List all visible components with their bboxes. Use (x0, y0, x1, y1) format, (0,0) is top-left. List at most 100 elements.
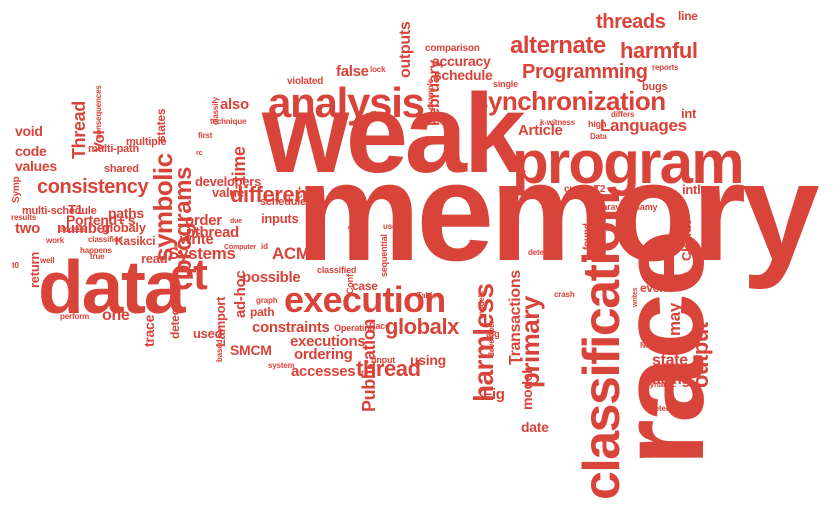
word-detection: detection (168, 287, 182, 339)
word-acm: ACM (272, 244, 310, 263)
word-number: number (57, 220, 111, 237)
word-synchronization: synchronization (474, 86, 666, 116)
word-values: values (15, 158, 57, 174)
word-languages: Languages (600, 116, 687, 135)
word-may: may (665, 302, 684, 336)
word-line: line (678, 9, 698, 23)
word-executions: executions (290, 333, 366, 350)
word-true: true (90, 252, 105, 261)
word-output: output (688, 322, 713, 388)
word-operating: Operating (334, 323, 375, 333)
word-threads: threads (596, 11, 666, 33)
word-weak: weak (262, 71, 526, 196)
word-t1: T1 (68, 202, 83, 217)
word-high: high (588, 119, 607, 129)
word-detector: detector (650, 404, 681, 413)
word-conf: Conf (345, 274, 355, 294)
word-example: example (426, 79, 435, 110)
word-found: found (582, 223, 593, 250)
word-globaly: globaly (102, 220, 146, 235)
word-system: system (268, 361, 295, 370)
word-results: results (11, 213, 37, 222)
word-different: different (230, 182, 315, 207)
word-trace: trace (141, 314, 157, 347)
word-differs: differs (611, 110, 635, 119)
word-cloud9: Cloud9 (679, 218, 694, 262)
word-reports: reports (652, 63, 679, 72)
word-consistency: consistency (37, 176, 149, 198)
word-k-witness: k-witness (540, 118, 576, 127)
word-t0: t0 (12, 261, 19, 270)
word-program: program (512, 129, 745, 196)
word-ordering: ordering (294, 346, 353, 363)
word-sequential: sequential (379, 234, 389, 277)
word-due: due (230, 218, 243, 225)
word-racing: racing (647, 371, 691, 388)
word-classifies: classifies (88, 235, 123, 244)
word-paths: paths (108, 205, 144, 221)
word-multi-path: multi-path (88, 143, 139, 155)
word-accesses: accesses (291, 363, 356, 380)
word-kasikci: Kasikci (115, 234, 156, 248)
word-based: based (215, 339, 224, 362)
word-read: read (141, 251, 168, 266)
word-comparison: comparison (425, 43, 480, 54)
word-false: false (336, 63, 369, 80)
word-one: one (102, 307, 130, 324)
word-classified: classified (317, 265, 357, 275)
word-portend-plus-s: Portend+'s (66, 212, 136, 228)
word-use: use (383, 222, 397, 231)
word-using: using (410, 352, 446, 368)
word-intl: intl (682, 182, 701, 197)
word-developers: developers (195, 174, 262, 189)
word-work: work (46, 236, 65, 245)
word-computer: Computer (224, 244, 256, 251)
word-multiple: multiple (126, 136, 167, 148)
word-data: Data (590, 132, 607, 141)
word-multi-schedule: multi-schedule (22, 205, 97, 217)
word-id: id (261, 242, 268, 251)
word-order: order (185, 212, 222, 229)
word-code: code (15, 143, 47, 159)
word-technique: technique (210, 117, 247, 126)
word-analysis: analysis (268, 79, 425, 126)
word-possible: possible (242, 269, 301, 286)
word-single: single (493, 79, 518, 89)
word-arg: arg (486, 329, 500, 339)
word-et: et (170, 250, 208, 299)
word-tool: tool (618, 188, 633, 197)
word-access: access (60, 225, 86, 234)
word-used: used (193, 326, 223, 341)
word-thread: thread (356, 356, 421, 381)
word-current: current (564, 184, 598, 195)
word-write: write (180, 231, 214, 248)
word-models: models (477, 290, 486, 318)
word-two: two (15, 220, 40, 237)
word-alternate: alternate (510, 32, 606, 59)
word-globalx: globalx (385, 314, 459, 339)
word-input: input (374, 355, 396, 365)
word-programming: Programming (522, 61, 648, 83)
word-smcm: SMCM (230, 342, 272, 358)
word-model: model (519, 370, 535, 410)
word-t1: t1 (347, 225, 356, 232)
word-execution: execution (284, 279, 446, 320)
word-transactions: Transactions (507, 270, 524, 365)
word-systems: Systems (168, 244, 236, 263)
word-also: also (220, 96, 249, 113)
word-writes: writes (632, 287, 639, 307)
word-states: states (154, 108, 168, 142)
word-article: Article (518, 122, 563, 139)
word-data: data (38, 245, 185, 329)
word-fig: Fig (483, 386, 505, 403)
word-symp: Symp (11, 176, 22, 203)
word-i-e: i.e (174, 243, 182, 250)
word-constraints: constraints (252, 319, 330, 336)
word-lock: lock (370, 65, 386, 74)
word-well: well (40, 256, 55, 265)
word-classify: classify (211, 96, 220, 125)
word-void: void (15, 123, 43, 139)
word-narayanasamy: Narayanasamy (596, 202, 658, 212)
word-inputs: inputs (261, 211, 299, 226)
